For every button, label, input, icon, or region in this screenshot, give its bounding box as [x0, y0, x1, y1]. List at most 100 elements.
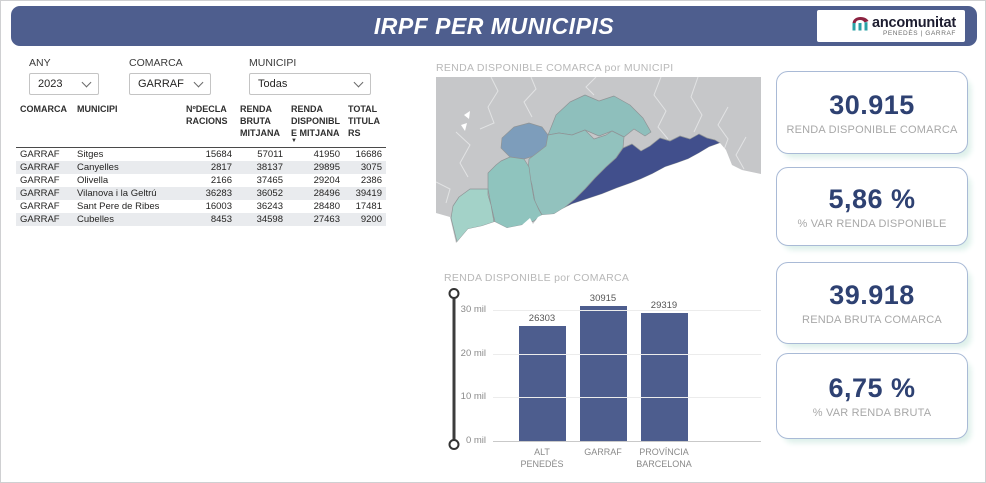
kpi-value: 6,75 %	[828, 373, 916, 403]
kpi-label: % VAR RENDA BRUTA	[812, 407, 932, 419]
table-cell: 16003	[205, 201, 232, 213]
table-cell: 29204	[313, 175, 340, 187]
col-declaracions[interactable]: NºDECLARACIONS	[182, 101, 236, 149]
table-cell: 3075	[360, 162, 382, 174]
table-cell: 39419	[355, 188, 382, 200]
col-renda-bruta[interactable]: RENDA BRUTA MITJANA	[236, 101, 287, 149]
table-cell: 27463	[313, 214, 340, 226]
x-axis-category: ALT PENEDÈS	[520, 447, 564, 469]
kpi-card-var-renda-bruta[interactable]: 6,75 % % VAR RENDA BRUTA	[776, 353, 968, 439]
gridline	[493, 353, 761, 355]
table-cell: GARRAF	[20, 201, 60, 213]
table-cell: 57011	[257, 149, 283, 161]
table-cell: 41950	[313, 149, 340, 161]
x-axis-category: GARRAF	[584, 447, 622, 457]
table-cell: 36052	[256, 188, 283, 200]
table-row[interactable]: GARRAF Canyelles 2817 38137 29895 3075	[16, 161, 386, 175]
sort-desc-icon: ▼	[291, 138, 297, 145]
table-cell: Cubelles	[77, 214, 114, 226]
filter-any: ANY 2023	[29, 57, 99, 95]
kpi-label: % VAR RENDA DISPONIBLE	[797, 217, 947, 230]
kpi-value: 39.918	[829, 280, 915, 310]
table-row[interactable]: GARRAF Olivella 2166 37465 29204 2386	[16, 174, 386, 187]
table-cell: 38137	[256, 162, 283, 174]
table-cell: GARRAF	[20, 162, 60, 174]
gridline	[493, 441, 761, 442]
bar-prov-ncia-barcelona[interactable]: 29319	[640, 300, 688, 441]
filter-municipi: MUNICIPI Todas	[249, 57, 371, 95]
filter-comarca-label: COMARCA	[129, 57, 183, 69]
municipis-table: COMARCA MUNICIPI NºDECLARACIONS RENDA BR…	[16, 101, 386, 227]
chevron-down-icon	[81, 77, 92, 87]
slider-knob-bottom[interactable]	[448, 439, 460, 450]
table-row[interactable]: GARRAF Sitges 15684 57011 41950 16686	[16, 148, 386, 162]
kpi-label: RENDA DISPONIBLE COMARCA	[786, 123, 958, 136]
table-cell: Sitges	[77, 149, 104, 161]
map-lake	[464, 111, 470, 119]
table-cell: 36283	[205, 188, 232, 200]
table-header-row: COMARCA MUNICIPI NºDECLARACIONS RENDA BR…	[16, 101, 386, 149]
table-cell: Canyelles	[77, 162, 119, 174]
filter-comarca: COMARCA GARRAF	[129, 57, 211, 95]
mancomunitat-m-icon	[852, 16, 869, 30]
kpi-card-var-renda-disponible[interactable]: 5,86 % % VAR RENDA DISPONIBLE	[776, 167, 968, 246]
map-region-vilanova[interactable]	[487, 156, 543, 229]
table-cell: 16686	[355, 149, 382, 161]
col-comarca[interactable]: COMARCA	[16, 101, 73, 149]
filter-any-label: ANY	[29, 57, 51, 69]
filter-municipi-dropdown[interactable]: Todas	[249, 73, 371, 95]
kpi-value: 5,86 %	[828, 183, 916, 214]
table-row[interactable]: GARRAF Sant Pere de Ribes 16003 36243 28480 1…	[16, 200, 386, 213]
kpi-card-renda-disponible[interactable]: 30.915 RENDA DISPONIBLE COMARCA	[776, 71, 968, 154]
table-cell: 29895	[313, 162, 340, 174]
table-cell: Sant Pere de Ribes	[77, 201, 160, 213]
page-title: IRPF PER MUNICIPIS	[373, 13, 615, 39]
slider-knob-top[interactable]	[448, 288, 460, 299]
map-title: RENDA DISPONIBLE COMARCA por MUNICIPI	[436, 62, 674, 74]
header-bar: IRPF PER MUNICIPIS ancomunitat PENEDÈS |…	[11, 6, 977, 46]
map-land-borders	[435, 76, 747, 204]
col-total-titulars[interactable]: TOTAL TITULARS	[344, 101, 386, 149]
y-axis-tick: 30 mil	[460, 303, 486, 315]
y-axis-tick: 10 mil	[460, 391, 486, 403]
table-row[interactable]: GARRAF Cubelles 8453 34598 27463 9200	[16, 213, 386, 227]
chart-range-slider	[446, 288, 462, 450]
table-cell: 2386	[360, 175, 382, 187]
col-renda-disponible[interactable]: RENDA DISPONIBLE MITJANA ▼	[287, 101, 344, 149]
bar-garraf[interactable]: 30915	[579, 293, 627, 441]
table-body: GARRAF Sitges 15684 57011 41950 16686 GARRAF Ca…	[16, 148, 386, 227]
kpi-card-renda-bruta[interactable]: 39.918 RENDA BRUTA COMARCA	[776, 262, 968, 344]
table-cell: GARRAF	[20, 175, 60, 187]
bar-plot: 26303 30915 29319 0 mil 10 mil 20 mil 30 mil	[461, 293, 761, 446]
y-axis-tick: 20 mil	[460, 347, 486, 359]
map-lake	[461, 123, 467, 131]
x-axis-category: PROVÍNCIA BARCELONA	[636, 447, 692, 469]
table-cell: Olivella	[77, 175, 109, 187]
table-cell: 36243	[256, 201, 283, 213]
bar-value-label: 29319	[650, 299, 678, 311]
table-cell: 28480	[313, 201, 340, 213]
bar-alt-pened-s[interactable]: 26303	[518, 313, 566, 441]
table-cell: GARRAF	[20, 188, 60, 200]
chevron-down-icon	[353, 77, 364, 87]
table-cell: 37465	[256, 175, 283, 187]
bar-value-label: 26303	[528, 312, 556, 324]
cat-labels: ALT PENEDÈS GARRAF PROVÍNCIA BARCELONA	[493, 447, 761, 470]
table-cell: 34598	[256, 214, 283, 226]
slider-track	[452, 295, 456, 443]
filter-municipi-label: MUNICIPI	[249, 57, 297, 69]
col-municipi[interactable]: MUNICIPI	[73, 101, 182, 149]
y-axis-tick: 0 mil	[465, 435, 486, 446]
kpi-label: RENDA BRUTA COMARCA	[802, 314, 942, 326]
table-cell: Vilanova i la Geltrú	[77, 188, 157, 200]
logo-brand-text: ancomunitat	[872, 15, 956, 31]
filter-any-dropdown[interactable]: 2023	[29, 73, 99, 95]
table-row[interactable]: GARRAF Vilanova i la Geltrú 36283 36052 2849…	[16, 187, 386, 201]
filter-comarca-dropdown[interactable]: GARRAF	[129, 73, 211, 95]
table-cell: 15684	[205, 149, 232, 161]
table-cell: GARRAF	[20, 214, 60, 226]
table-cell: 28496	[313, 188, 340, 200]
chart-title: RENDA DISPONIBLE por COMARCA	[444, 272, 630, 284]
table-cell: 2817	[210, 162, 232, 174]
